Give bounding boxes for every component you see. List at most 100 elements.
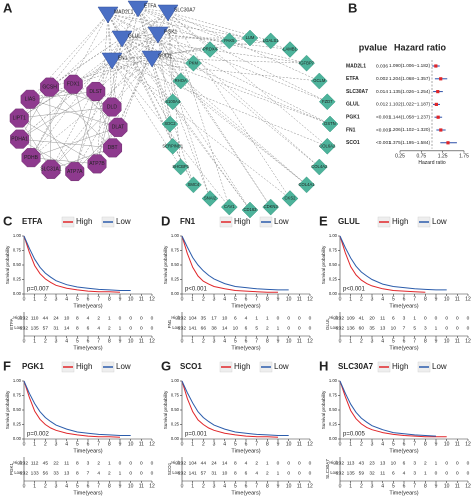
triangle-node (111, 30, 133, 48)
x-tick-label: 8 (424, 483, 427, 489)
x-axis-title: Time(years) (231, 345, 260, 351)
p-value: p=0.005 (343, 432, 366, 438)
x-tick-label: 12 (465, 296, 471, 302)
x-tick-label: 9 (435, 441, 438, 447)
pvalue-label: 0.014 (376, 89, 388, 95)
legend-label: High (234, 362, 250, 371)
y-tick-label: 0.00 (171, 436, 180, 441)
x-tick-label: 10 (128, 338, 134, 344)
edge (73, 59, 113, 85)
node-label: RHOA (175, 78, 187, 83)
x-tick-label: 7 (413, 441, 416, 447)
risk-count: 0 (445, 470, 448, 476)
risk-count: 4 (255, 470, 258, 476)
x-tick-label: 9 (119, 483, 122, 489)
x-tick-label: 7 (255, 338, 258, 344)
x-tick-label: 7 (413, 296, 416, 302)
edge (121, 37, 194, 185)
risk-count: 3 (413, 470, 416, 476)
x-tick-label: 2 (44, 296, 47, 302)
octagon-node (40, 77, 60, 97)
triangle-node (127, 0, 149, 18)
edge (19, 117, 98, 165)
x-tick-label: 6 (87, 441, 90, 447)
y-tick-label: 0.75 (171, 248, 180, 253)
x-axis-title: Time(years) (389, 490, 418, 496)
risk-count: 2 (266, 470, 269, 476)
risk-count: 0 (456, 470, 459, 476)
octagon-node (87, 154, 107, 174)
legend-title: ETFA (22, 217, 43, 226)
edge (74, 91, 97, 172)
risk-count: 0 (151, 470, 154, 476)
risk-count: 5 (413, 325, 416, 331)
edge (73, 11, 169, 85)
x-tick-label: 11 (139, 441, 144, 447)
x-tick-label: 3 (371, 441, 374, 447)
y-tick-label: 0.25 (329, 422, 338, 427)
edge (151, 57, 251, 211)
x-tick-label: 5 (234, 338, 237, 344)
gene-label: ETFA (346, 76, 359, 82)
x-tick-label: 5 (76, 296, 79, 302)
risk-count: 0 (456, 460, 459, 466)
risk-count: 0 (298, 325, 301, 331)
edge (19, 138, 75, 172)
risk-count: 8 (76, 470, 79, 476)
x-tick-label: 8 (266, 441, 269, 447)
p-value: p=0.002 (27, 432, 50, 438)
hr-point (439, 128, 443, 132)
strata-label: High (171, 315, 180, 320)
panel-label: H (319, 358, 328, 373)
hr-label: 1.375(1.195−1.584) (389, 140, 430, 145)
strata-label: Low (330, 325, 339, 330)
risk-count: 0 (119, 460, 122, 466)
octagon-node (102, 97, 122, 117)
x-tick-label: 11 (455, 338, 460, 344)
triangle-node (157, 4, 179, 22)
x-tick-label: 4 (223, 441, 226, 447)
x-tick-label: 3 (371, 296, 374, 302)
x-tick-label: 2 (202, 338, 205, 344)
risk-count: 24 (53, 315, 59, 321)
x-tick-label: 7 (97, 441, 100, 447)
risk-count: 10 (391, 460, 397, 466)
node-label: COL4A2 (311, 164, 328, 169)
x-tick-label: 9 (435, 483, 438, 489)
x-tick-label: 6 (403, 483, 406, 489)
risk-count: 2 (424, 460, 427, 466)
edge (74, 127, 119, 172)
gene-label: SLC30A7 (346, 89, 368, 95)
diamond-node (164, 137, 182, 155)
x-tick-label: 12 (465, 483, 471, 489)
octagon-node (10, 129, 30, 149)
edge (121, 37, 153, 59)
x-tick-label: 8 (266, 483, 269, 489)
x-tick-label: 12 (307, 296, 313, 302)
hr-point (436, 115, 440, 119)
p-value: p=0.001 (185, 432, 208, 438)
x-tick-label: 2 (360, 296, 363, 302)
x-tick-label: 6 (87, 296, 90, 302)
risk-count: 0 (456, 325, 459, 331)
x-axis-title: Time(years) (231, 448, 260, 454)
edge (111, 59, 173, 102)
x-tick-label: 2 (360, 483, 363, 489)
survival-curve (339, 235, 447, 291)
table-gene-label: PGK1 (9, 462, 14, 475)
diamond-node (241, 201, 259, 219)
risk-count: 6 (87, 325, 90, 331)
edge (111, 59, 320, 82)
risk-count: 4 (97, 470, 100, 476)
legend-label: High (392, 217, 408, 226)
risk-count: 141 (189, 470, 197, 476)
hr-point (446, 141, 450, 145)
node-label: SERPINE1 (162, 143, 183, 148)
column-header: Hazard ratio (394, 42, 447, 52)
y-tick-label: 0.00 (13, 436, 22, 441)
risk-count: 0 (151, 325, 154, 331)
edge (157, 33, 181, 82)
risk-count: 14 (222, 460, 228, 466)
risk-count: 8 (76, 325, 79, 331)
edge (137, 7, 159, 35)
